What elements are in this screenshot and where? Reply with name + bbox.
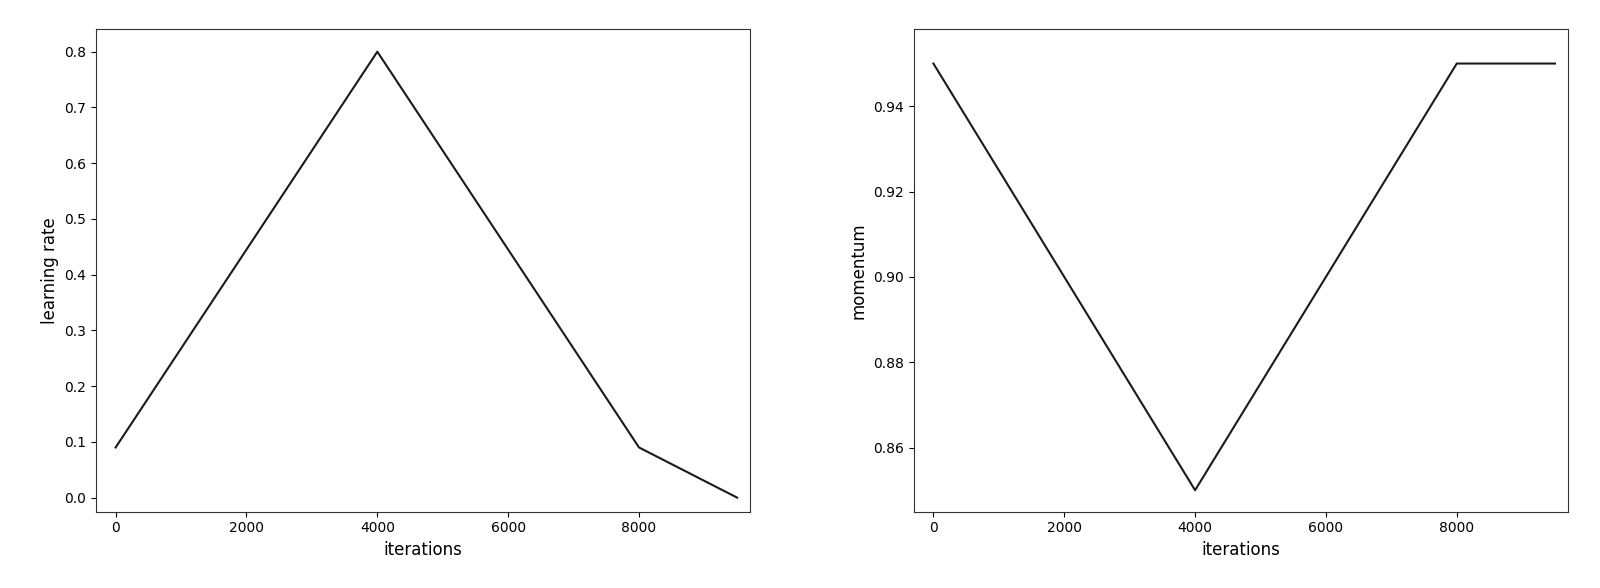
X-axis label: iterations: iterations [1202, 541, 1280, 559]
Y-axis label: momentum: momentum [850, 222, 867, 319]
Y-axis label: learning rate: learning rate [40, 217, 59, 324]
X-axis label: iterations: iterations [384, 541, 462, 559]
